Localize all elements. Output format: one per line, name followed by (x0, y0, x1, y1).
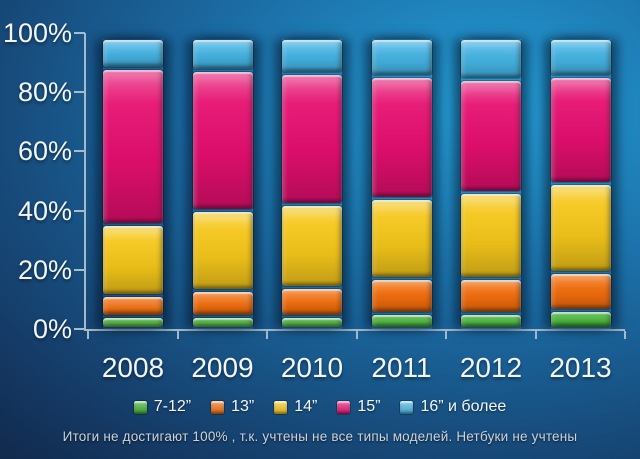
bar-segment-2010-13 (281, 287, 343, 317)
x-axis-label: 2008 (101, 352, 165, 383)
y-axis-tick (74, 268, 85, 271)
bar-segment-2013-15 (549, 77, 612, 183)
bar-segment-2012-13 (460, 278, 522, 314)
bar-segment-2013-13 (549, 272, 612, 311)
bar-segment-2012-16 (460, 38, 522, 80)
bar-segment-2012-7-12 (460, 314, 522, 328)
bar-segment-2012-15 (460, 80, 522, 192)
x-axis-tick (534, 331, 537, 339)
bar-segment-2008-15 (102, 68, 164, 225)
bar-segment-2010-16 (281, 38, 343, 74)
bar-segment-2010-14 (281, 204, 343, 287)
bar-segment-2012-14 (460, 192, 522, 278)
bar-segment-2009-15 (191, 71, 254, 210)
bar-segment-2008-16 (102, 38, 164, 68)
legend-item: 13” (210, 398, 255, 416)
bar-segment-2009-7-12 (191, 317, 254, 328)
y-axis-label: 80% (17, 77, 72, 108)
legend-item: 14” (273, 398, 318, 416)
bar-segment-2009-16 (191, 38, 254, 71)
y-axis-line (84, 33, 86, 331)
legend-label: 16” и более (420, 398, 507, 415)
legend-swatch-icon (336, 399, 352, 415)
bar-segment-2010-7-12 (281, 317, 343, 328)
bar-segment-2008-13 (102, 296, 164, 317)
legend-label: 14” (294, 398, 318, 415)
bar-segment-2013-7-12 (549, 311, 612, 328)
bar-segment-2013-16 (549, 38, 612, 77)
legend-item: 16” и более (399, 398, 507, 416)
y-axis-tick (74, 91, 85, 94)
y-axis-label: 20% (17, 254, 72, 285)
legend-swatch-icon (399, 399, 415, 415)
y-axis-label: 100% (2, 18, 72, 48)
x-axis-tick (355, 331, 358, 339)
bar-segment-2011-15 (370, 77, 433, 198)
legend-swatch-icon (273, 399, 289, 415)
y-axis-label: 40% (17, 195, 72, 226)
legend-swatch-icon (210, 399, 226, 415)
y-axis-tick (74, 150, 85, 153)
bar-segment-2011-7-12 (370, 314, 433, 328)
bar-segment-2008-14 (102, 225, 164, 296)
bar-segment-2011-13 (370, 278, 433, 314)
bar-segment-2008-7-12 (102, 317, 164, 328)
x-axis-tick (445, 331, 448, 339)
legend-label: 7-12” (153, 398, 192, 415)
chart-legend: 7-12” 13” 14” 15” 16” и более (0, 396, 640, 418)
legend-item: 7-12” (132, 398, 192, 416)
bar-segment-2011-14 (370, 198, 433, 278)
bar-segment-2009-14 (191, 210, 254, 290)
y-axis-tick (74, 328, 85, 330)
legend-item: 15” (336, 398, 381, 416)
x-axis-tick (87, 331, 90, 339)
x-axis-label: 2010 (280, 352, 344, 383)
x-axis-tick (624, 331, 627, 339)
y-axis-label: 0% (32, 314, 72, 344)
bar-segment-2010-15 (281, 74, 343, 204)
y-axis-tick (74, 32, 85, 34)
x-axis-label: 2009 (191, 352, 254, 383)
legend-label: 15” (357, 398, 381, 415)
x-axis-label: 2011 (371, 352, 432, 383)
x-axis-tick (266, 331, 269, 339)
y-axis-tick (74, 209, 85, 212)
bar-segment-2009-13 (191, 290, 254, 317)
bar-segment-2013-14 (549, 183, 612, 272)
bar-segment-2011-16 (370, 38, 433, 77)
x-axis-label: 2012 (459, 352, 523, 383)
chart-footnote: Итоги не достигают 100% , т.к. учтены не… (62, 429, 578, 444)
legend-swatch-icon (132, 399, 148, 415)
x-axis-tick (176, 331, 179, 339)
x-axis-line (84, 329, 625, 331)
y-axis-label: 60% (17, 136, 72, 167)
legend-label: 13” (231, 398, 255, 415)
x-axis-label: 2013 (549, 352, 612, 383)
